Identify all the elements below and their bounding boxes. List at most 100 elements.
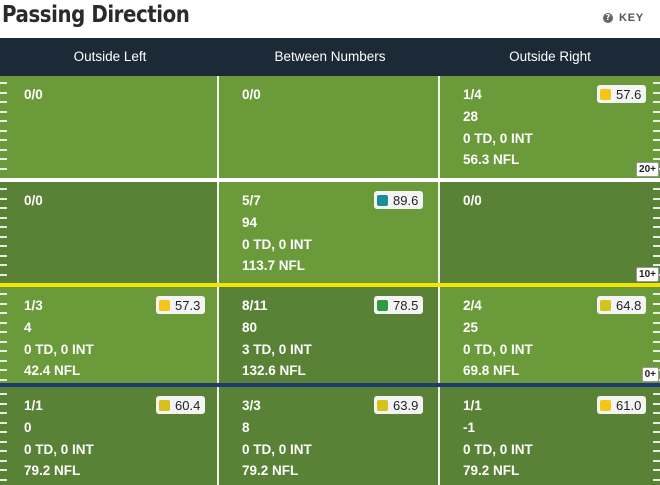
zone-stats: 0/0 bbox=[463, 190, 482, 212]
zone-cell[interactable]: 0/0 bbox=[218, 76, 439, 178]
field-row: 1/1 0 0 TD, 0 INT 79.2 NFL 60.4 3/3 8 0 TD, 0 I… bbox=[0, 387, 660, 485]
zone-cell[interactable]: 1/4 28 0 TD, 0 INT 56.3 NFL 57.6 bbox=[439, 76, 660, 178]
completions-text: 2/4 bbox=[463, 298, 482, 313]
grade-swatch bbox=[159, 399, 170, 411]
stat-line: 0 TD, 0 INT bbox=[24, 441, 94, 457]
column-divider bbox=[438, 287, 440, 383]
hash-mark bbox=[0, 431, 7, 433]
stat-line: 3 TD, 0 INT bbox=[242, 341, 312, 357]
zone-cell[interactable]: 0/0 bbox=[0, 76, 218, 178]
hash-mark bbox=[653, 403, 660, 405]
line-of-scrimmage bbox=[0, 383, 660, 387]
hash-mark bbox=[0, 379, 7, 381]
yard-marker-label: 20+ bbox=[636, 162, 659, 177]
hash-mark bbox=[0, 168, 7, 170]
stat-line: 79.2 NFL bbox=[463, 463, 520, 479]
hash-mark bbox=[653, 469, 660, 471]
stat-line: 132.6 NFL bbox=[242, 363, 306, 379]
grade-swatch bbox=[600, 88, 611, 100]
hash-mark bbox=[0, 130, 7, 132]
column-header-outside-right: Outside Right bbox=[509, 49, 591, 64]
stat-line: 25 bbox=[463, 319, 479, 335]
zone-cell[interactable]: 0/0 bbox=[439, 182, 660, 283]
grade-value: 78.5 bbox=[393, 297, 419, 313]
zone-cell[interactable]: 2/4 25 0 TD, 0 INT 69.8 NFL 64.8 bbox=[439, 287, 660, 383]
stat-line: 0 TD, 0 INT bbox=[242, 441, 312, 457]
hash-mark bbox=[653, 450, 660, 452]
grade-badge: 60.4 bbox=[156, 396, 206, 414]
stat-line: 0 TD, 0 INT bbox=[463, 441, 533, 457]
hash-mark bbox=[0, 226, 7, 228]
stat-line: 94 bbox=[242, 214, 258, 230]
column-header-outside-left: Outside Left bbox=[73, 49, 147, 64]
hash-mark bbox=[0, 403, 7, 405]
completions-text: 0/0 bbox=[24, 193, 43, 208]
grade-badge: 57.3 bbox=[156, 296, 206, 314]
hash-mark bbox=[653, 149, 660, 151]
help-icon: ? bbox=[602, 13, 613, 23]
column-divider bbox=[438, 76, 440, 178]
grade-badge: 57.6 bbox=[597, 85, 647, 103]
hash-mark bbox=[0, 422, 7, 424]
grade-value: 64.8 bbox=[616, 297, 642, 313]
column-divider bbox=[438, 182, 440, 283]
zone-cell[interactable]: 5/7 94 0 TD, 0 INT 113.7 NFL 89.6 bbox=[218, 182, 439, 283]
grade-value: 57.3 bbox=[175, 297, 201, 313]
hash-mark bbox=[653, 139, 660, 141]
zone-cell[interactable]: 1/3 4 0 TD, 0 INT 42.4 NFL 57.3 bbox=[0, 287, 218, 383]
hash-mark bbox=[0, 393, 7, 395]
zone-stats: 1/4 28 0 TD, 0 INT 56.3 NFL bbox=[463, 84, 533, 171]
zone-cell[interactable]: 3/3 8 0 TD, 0 INT 79.2 NFL 63.9 bbox=[218, 387, 439, 485]
hash-mark bbox=[653, 422, 660, 424]
grade-swatch bbox=[377, 299, 388, 311]
key-label: KEY bbox=[618, 12, 644, 24]
hash-mark bbox=[653, 341, 660, 343]
hash-mark bbox=[0, 312, 7, 314]
yard-marker-label: 0+ bbox=[641, 367, 659, 382]
key-button[interactable]: ? KEY bbox=[602, 12, 644, 24]
hash-mark bbox=[653, 226, 660, 228]
title-bar: Passing Direction ? KEY bbox=[0, 0, 660, 38]
hash-mark bbox=[653, 245, 660, 247]
zone-cell[interactable]: 1/1 -1 0 TD, 0 INT 79.2 NFL 61.0 bbox=[439, 387, 660, 485]
completions-text: 0/0 bbox=[24, 87, 43, 102]
zone-stats: 8/11 80 3 TD, 0 INT 132.6 NFL bbox=[242, 295, 312, 382]
column-divider bbox=[217, 182, 219, 283]
hash-mark bbox=[653, 441, 660, 443]
completions-text: 5/7 bbox=[242, 193, 261, 208]
zone-cell[interactable]: 0/0 bbox=[0, 182, 218, 283]
hash-mark bbox=[653, 111, 660, 113]
stat-line: 4 bbox=[24, 319, 32, 335]
yard-line-20 bbox=[0, 178, 660, 182]
hash-mark bbox=[0, 111, 7, 113]
grade-swatch bbox=[377, 194, 388, 206]
zone-cell[interactable]: 1/1 0 0 TD, 0 INT 79.2 NFL 60.4 bbox=[0, 387, 218, 485]
hash-mark bbox=[0, 217, 7, 219]
column-divider bbox=[217, 387, 219, 485]
stat-line: 0 TD, 0 INT bbox=[242, 236, 312, 252]
grade-swatch bbox=[600, 299, 611, 311]
stat-line: 56.3 NFL bbox=[463, 152, 520, 168]
hash-mark bbox=[0, 92, 7, 94]
hash-mark bbox=[653, 360, 660, 362]
grade-badge: 61.0 bbox=[597, 396, 647, 414]
zone-stats: 3/3 8 0 TD, 0 INT 79.2 NFL bbox=[242, 395, 312, 482]
field-row: 0/0 0/0 1/4 28 0 TD, 0 INT 56.3 NFL 57.6 bbox=[0, 76, 660, 178]
hash-mark bbox=[653, 188, 660, 190]
first-down-line bbox=[0, 283, 660, 287]
stat-line: 113.7 NFL bbox=[242, 258, 306, 274]
hash-mark bbox=[0, 139, 7, 141]
stat-line: 0 bbox=[24, 419, 32, 435]
field-row: 0/0 5/7 94 0 TD, 0 INT 113.7 NFL 89.6 0/0 bbox=[0, 182, 660, 283]
hash-mark bbox=[653, 431, 660, 433]
hash-mark bbox=[653, 207, 660, 209]
hash-mark bbox=[653, 312, 660, 314]
hash-mark bbox=[653, 120, 660, 122]
hash-mark bbox=[653, 303, 660, 305]
column-divider bbox=[217, 287, 219, 383]
hash-mark bbox=[0, 441, 7, 443]
hash-mark bbox=[653, 264, 660, 266]
zone-cell[interactable]: 8/11 80 3 TD, 0 INT 132.6 NFL 78.5 bbox=[218, 287, 439, 383]
stat-line: 8 bbox=[242, 419, 250, 435]
hash-mark bbox=[0, 255, 7, 257]
